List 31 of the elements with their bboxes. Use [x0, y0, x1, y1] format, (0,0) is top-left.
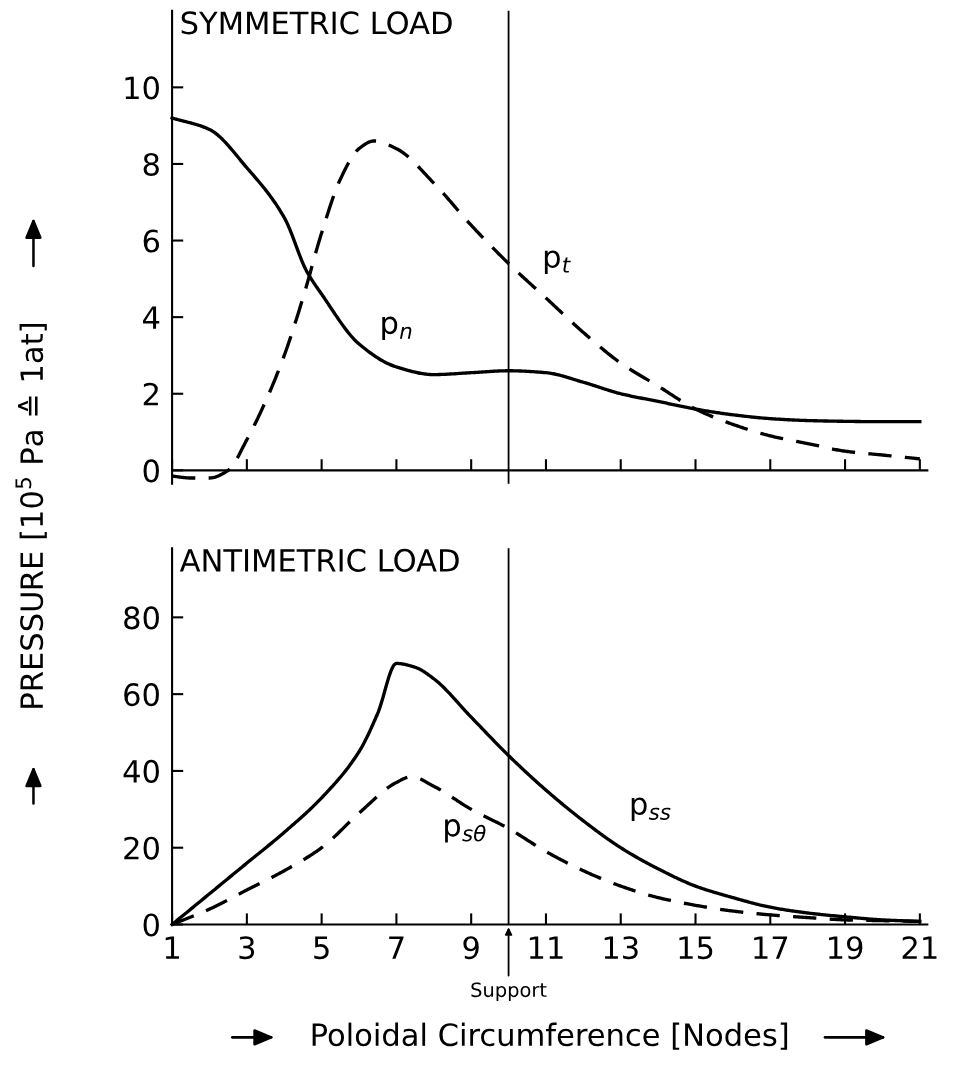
x-tick-label: 17 [754, 936, 788, 959]
x-tick-label: 9 [463, 936, 479, 960]
x-tick-label: 11 [529, 936, 563, 959]
y-tick-label: 20 [124, 836, 159, 860]
chart-title: ANTIMETRIC LOAD [179, 548, 459, 572]
x-tick-label: 7 [389, 936, 404, 959]
series-label: p$_{ss}$ [631, 797, 671, 822]
x-axis-title: Poloidal Circumference [Nodes] [312, 1022, 788, 1050]
y-tick-label: 8 [143, 152, 159, 176]
y-tick-label: 0 [143, 459, 159, 483]
y-tick-label: 0 [143, 913, 159, 937]
x-tick-label: 3 [239, 936, 255, 960]
series-label: p$_{n}$ [382, 316, 412, 341]
x-tick-label: 13 [604, 936, 638, 960]
y-tick-label: 2 [143, 382, 158, 406]
x-tick-label: 15 [679, 936, 713, 960]
y-tick-label: 60 [124, 683, 159, 707]
x-tick-label: 21 [902, 936, 937, 959]
x-tick-label: 19 [828, 936, 863, 960]
x-tick-label: 1 [165, 936, 179, 959]
series-label: p$_{t}$ [544, 250, 571, 274]
series-label: p$_{sθ}$ [445, 819, 486, 843]
y-tick-label: 4 [143, 306, 160, 329]
ref-line-label: Support [471, 982, 547, 1001]
y-axis-title: PRESSURE [10$^{5}$ Pa ≙ 1at] [15, 324, 47, 708]
y-tick-label: 80 [124, 606, 159, 630]
y-tick-label: 6 [143, 229, 160, 253]
y-tick-label: 10 [125, 76, 159, 100]
x-tick-label: 5 [314, 936, 329, 960]
chart-title: SYMMETRIC LOAD [181, 11, 452, 35]
y-tick-label: 40 [123, 759, 159, 783]
